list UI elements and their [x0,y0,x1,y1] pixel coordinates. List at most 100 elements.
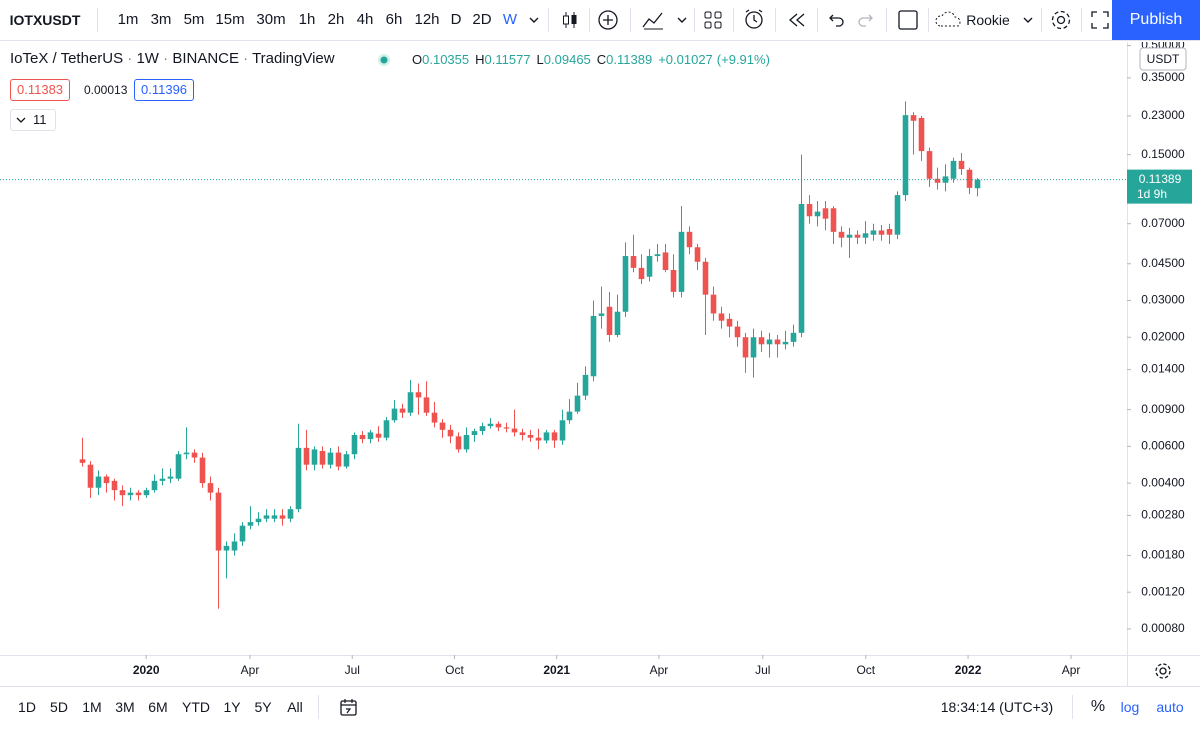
clock[interactable]: 18:34:14 (UTC+3) [940,699,1054,715]
currency-box[interactable] [1139,47,1187,71]
candle-body [662,252,669,271]
change-percent: (+9.91%) [716,52,770,67]
log-toggle[interactable]: log [1120,699,1140,715]
indicators-toggle[interactable]: 11 [10,109,56,131]
range-button[interactable]: 1Y [223,699,241,715]
range-button[interactable]: 6M [148,699,168,715]
interval-dropdown[interactable] [528,14,540,26]
candle-body [111,480,118,491]
chart-type-icon[interactable] [560,10,580,30]
interval-button[interactable]: 2D [472,11,492,28]
candle-body [966,169,973,188]
candle-body [143,490,150,496]
y-tick-label: 0.03000 [1141,293,1185,307]
fullscreen-icon[interactable] [1090,10,1110,30]
range-button[interactable]: 5D [50,699,68,715]
interval-button[interactable]: 1m [117,11,139,28]
candle-body [790,332,797,342]
range-button[interactable]: 1D [18,699,36,715]
candle-body [151,480,158,491]
undo-icon[interactable] [826,10,846,30]
bid-price[interactable]: 0.11383 [10,79,71,101]
indicators-icon[interactable] [641,9,665,31]
interval-button[interactable]: 4h [356,11,374,28]
layout-name[interactable]: Rookie [966,12,1010,28]
candle-body [598,313,605,316]
interval-button[interactable]: 5m [183,11,205,28]
candle-body [838,231,845,238]
interval-button[interactable]: 30m [256,11,286,28]
compare-icon[interactable] [597,9,619,31]
y-tick-label: 0.00900 [1141,402,1185,416]
interval-button[interactable]: 1h [298,11,316,28]
y-tick-label: 0.00120 [1141,584,1185,598]
settings-icon[interactable] [1049,8,1073,32]
redo-icon[interactable] [856,10,876,30]
symbol-button[interactable]: IOTXUSDT [9,12,81,28]
candle-body [638,267,645,280]
replay-icon[interactable] [787,10,807,30]
candle-body [854,234,861,238]
ohlc-value: 0.09465 [543,52,591,67]
candle-body [694,247,701,262]
x-tick-label: Oct [445,663,464,677]
alert-icon[interactable] [743,8,767,32]
candle-body [574,395,581,412]
interval-button[interactable]: 6h [385,11,403,28]
candle-body [590,315,597,377]
candle-body [894,195,901,235]
y-tick-label: 0.35000 [1141,70,1185,84]
candle-body [175,454,182,479]
ohlc-label: L [536,52,544,67]
percent-toggle[interactable]: % [1090,698,1106,715]
spread: 0.00013 [84,83,128,97]
cloud-icon[interactable] [934,10,964,30]
interval-button[interactable]: 15m [215,11,245,28]
publish-button[interactable]: Publish [1112,0,1200,40]
candle-body [287,509,294,519]
fullscreen-layout-icon[interactable] [897,9,919,31]
candle-body [79,459,86,463]
y-tick-label: 0.01400 [1141,362,1185,376]
candle-body [247,522,254,526]
candle-body [215,492,222,551]
axis-settings-icon[interactable] [1155,663,1171,679]
x-tick-label: Jul [345,663,360,677]
candle-body [870,230,877,235]
candle-body [614,311,621,336]
range-button[interactable]: YTD [182,699,210,715]
layout-icon[interactable] [703,10,723,30]
candle-body [535,437,542,441]
interval-button[interactable]: 3m [150,11,172,28]
interval-button[interactable]: 2h [327,11,345,28]
range-button[interactable]: 1M [82,699,102,715]
toolbar: IOTXUSDT 1m 3m 5m 15m 30m 1h 2h 4h 6h 12h D 2D W Roo… [0,0,1200,41]
goto-date-icon[interactable] [338,697,360,719]
market-status-dot[interactable] [377,53,391,67]
candle-body [710,294,717,314]
candle-body [918,117,925,152]
candle-body [878,230,885,235]
legend-exchange: BINANCE [172,50,239,67]
candle-body [439,422,446,430]
range-button[interactable]: All [287,699,303,715]
interval-button[interactable]: 12h [414,11,440,28]
candle-body [223,545,230,551]
layout-dropdown[interactable] [1022,14,1034,26]
interval-button[interactable]: D [450,11,462,28]
range-button[interactable]: 3M [115,699,135,715]
auto-toggle[interactable]: auto [1156,699,1184,715]
candle-body [335,452,342,467]
candle-body [734,326,741,338]
currency-label: USDT [1147,52,1180,66]
candle-body [806,204,813,217]
range-button[interactable]: 5Y [254,699,272,715]
y-tick-label: 0.00080 [1141,621,1185,635]
ohlc-value: 0.11577 [484,52,531,67]
y-tick-label: 0.00400 [1141,475,1185,489]
ask-price[interactable]: 0.11396 [134,79,195,101]
x-tick-label: Jul [755,663,770,677]
indicators-dropdown[interactable] [676,14,688,26]
interval-button[interactable]: W [502,11,518,28]
candle-body [271,515,278,519]
